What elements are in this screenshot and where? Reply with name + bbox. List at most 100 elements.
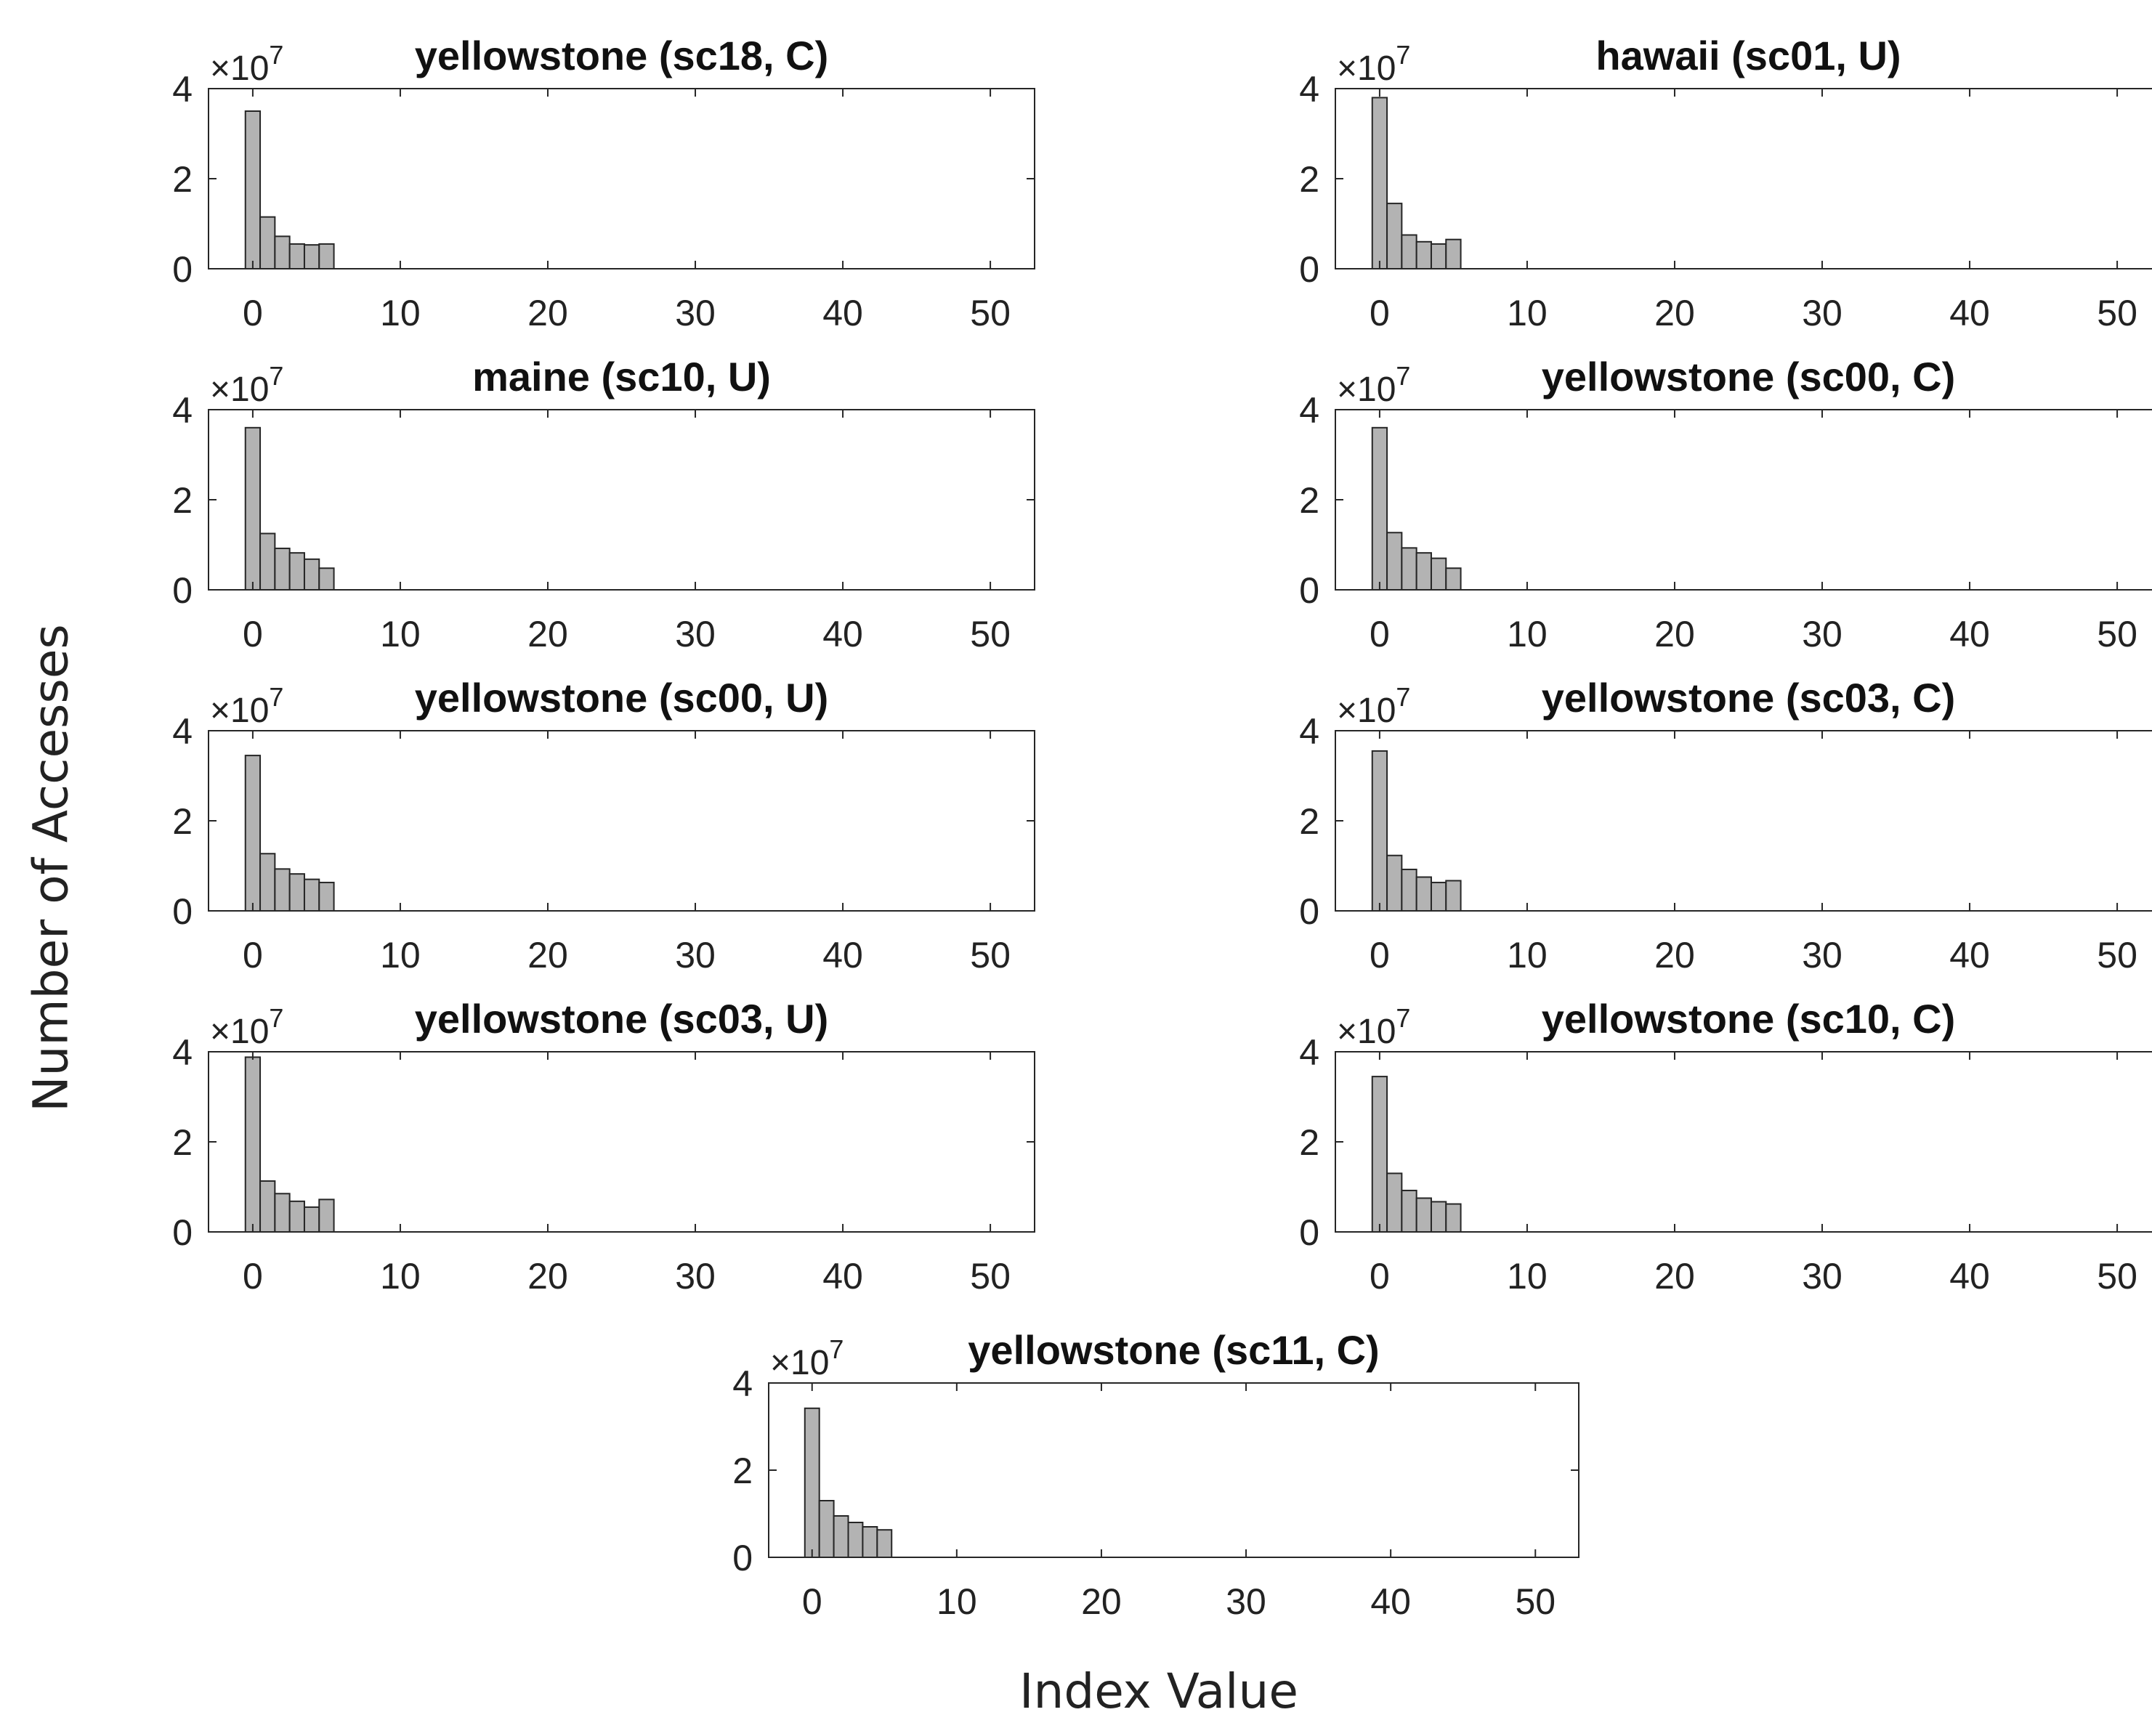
bar <box>259 216 276 270</box>
chart-panel-4: 0 10 20 30 40 50 0 2 4 ×107 yellowstone (sc00, C) <box>1299 354 2152 654</box>
axes-frame <box>1335 409 2152 591</box>
x-tick-label: 50 <box>970 614 1011 654</box>
bar <box>1371 750 1388 912</box>
chart-panel-2: 0 10 20 30 40 50 0 2 4 ×107 hawaii (sc01, U) <box>1299 33 2152 333</box>
x-tick-label: 20 <box>1654 1256 1695 1297</box>
bar <box>847 1522 864 1558</box>
y-tick-label: 0 <box>172 1212 193 1253</box>
y-tick-label: 0 <box>172 249 193 290</box>
bar <box>1430 1201 1447 1233</box>
x-tick-label: 10 <box>937 1581 977 1622</box>
x-tick-label: 0 <box>243 614 263 654</box>
x-tick-label: 20 <box>1081 1581 1122 1622</box>
x-tick-label: 40 <box>1949 293 1990 333</box>
chart-panel-9: 0 10 20 30 40 50 0 2 4 ×107 yellowstone (sc11, C) <box>732 1327 1579 1622</box>
y-exponent-label: ×107 <box>210 40 283 88</box>
bar <box>1401 234 1417 269</box>
bar <box>244 755 262 912</box>
y-tick-label: 2 <box>732 1451 753 1491</box>
figure-xlabel: Index Value <box>1019 1663 1298 1719</box>
x-tick-label: 50 <box>970 1256 1011 1297</box>
y-tick-label: 0 <box>172 891 193 932</box>
x-tick-label: 40 <box>1949 1256 1990 1297</box>
x-tick-label: 50 <box>1515 1581 1556 1622</box>
x-tick-label: 10 <box>1507 1256 1548 1297</box>
bar <box>1430 881 1447 912</box>
x-tick-label: 50 <box>2097 293 2137 333</box>
bar <box>1415 876 1432 912</box>
x-tick-label: 10 <box>1507 935 1548 976</box>
x-tick-label: 30 <box>1802 1256 1842 1297</box>
x-tick-label: 30 <box>1802 293 1842 333</box>
x-tick-label: 10 <box>380 293 421 333</box>
y-tick-label: 0 <box>172 570 193 611</box>
y-exponent-label: ×107 <box>210 682 283 730</box>
y-tick-label: 2 <box>1299 1122 1319 1163</box>
bar <box>288 873 305 912</box>
bar <box>1371 426 1388 591</box>
bar <box>1415 1197 1432 1233</box>
y-tick-label: 4 <box>1299 69 1319 110</box>
x-tick-label: 20 <box>1654 935 1695 976</box>
bar <box>876 1529 893 1558</box>
x-tick-label: 10 <box>380 935 421 976</box>
bar <box>274 547 291 591</box>
x-tick-label: 40 <box>1370 1581 1411 1622</box>
bar <box>318 1198 335 1233</box>
x-tick-label: 40 <box>822 293 863 333</box>
bar <box>288 1200 305 1233</box>
y-exponent-label: ×107 <box>210 361 283 409</box>
x-tick-label: 30 <box>1802 614 1842 654</box>
x-tick-label: 10 <box>1507 614 1548 654</box>
chart-title: yellowstone (sc00, C) <box>1542 354 1956 399</box>
x-tick-label: 50 <box>2097 935 2137 976</box>
x-tick-label: 40 <box>1949 614 1990 654</box>
y-tick-label: 0 <box>1299 570 1319 611</box>
chart-panel-3: 0 10 20 30 40 50 0 2 4 ×107 maine (sc10, U) <box>172 354 1035 654</box>
bar <box>1415 240 1432 269</box>
x-tick-label: 50 <box>970 935 1011 976</box>
bar <box>318 881 335 912</box>
bar <box>1445 1203 1462 1233</box>
bar <box>259 853 276 912</box>
y-tick-label: 2 <box>172 1122 193 1163</box>
x-tick-label: 0 <box>243 935 263 976</box>
bar <box>259 532 276 591</box>
bar <box>244 1056 262 1233</box>
chart-title: maine (sc10, U) <box>472 354 771 399</box>
bar <box>1386 854 1403 912</box>
x-tick-label: 0 <box>243 293 263 333</box>
bar <box>244 426 262 591</box>
x-tick-label: 0 <box>1370 614 1390 654</box>
chart-title: hawaii (sc01, U) <box>1595 33 1901 78</box>
y-tick-label: 2 <box>172 480 193 521</box>
x-tick-label: 0 <box>802 1581 822 1622</box>
bar <box>1445 880 1462 912</box>
x-tick-label: 20 <box>527 293 568 333</box>
bar <box>318 243 335 269</box>
bar <box>804 1407 820 1559</box>
y-tick-label: 2 <box>172 159 193 200</box>
y-tick-label: 0 <box>732 1538 753 1578</box>
y-tick-label: 4 <box>732 1363 753 1404</box>
chart-title: yellowstone (sc03, U) <box>415 996 829 1042</box>
x-tick-label: 50 <box>2097 614 2137 654</box>
bar <box>1386 532 1403 591</box>
y-exponent-label: ×107 <box>1337 40 1410 88</box>
x-tick-label: 20 <box>527 614 568 654</box>
x-tick-label: 0 <box>1370 293 1390 333</box>
x-tick-label: 20 <box>527 935 568 976</box>
x-tick-label: 40 <box>822 1256 863 1297</box>
y-exponent-label: ×107 <box>770 1334 844 1382</box>
y-exponent-label: ×107 <box>1337 1003 1410 1051</box>
bar <box>1401 1189 1417 1233</box>
chart-panel-7: 0 10 20 30 40 50 0 2 4 ×107 yellowstone (sc03, U) <box>172 996 1035 1297</box>
bar <box>1415 552 1432 591</box>
bar <box>1445 567 1462 591</box>
bar <box>259 1180 276 1233</box>
y-tick-label: 4 <box>172 1032 193 1073</box>
x-tick-label: 20 <box>527 1256 568 1297</box>
x-tick-label: 30 <box>675 293 716 333</box>
y-exponent-label: ×107 <box>210 1003 283 1051</box>
